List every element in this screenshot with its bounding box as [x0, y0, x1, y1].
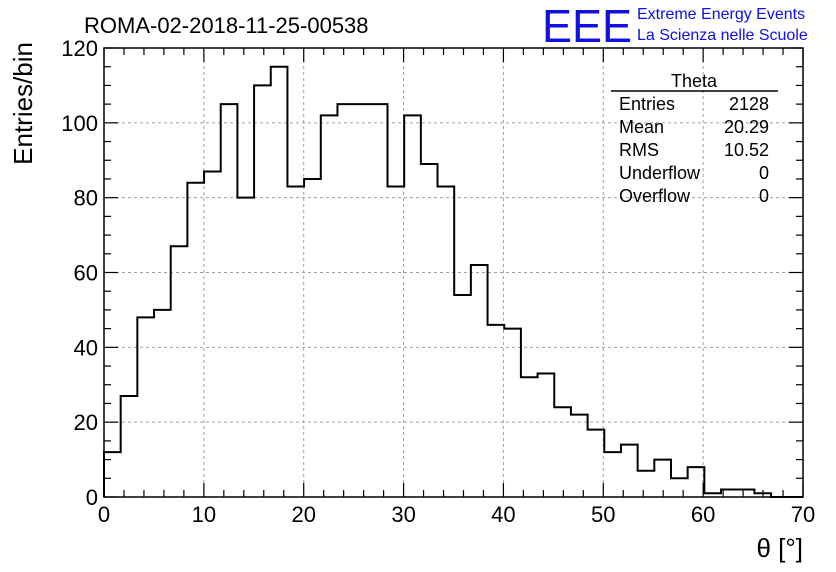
- y-tick-label: 40: [74, 335, 98, 360]
- stats-row-label: Mean: [619, 117, 664, 137]
- stats-row-label: Overflow: [619, 186, 691, 206]
- x-tick-label: 60: [691, 502, 715, 527]
- y-tick-labels: 0 20 40 60 80 100 120: [61, 36, 98, 510]
- stats-row-label: RMS: [619, 140, 659, 160]
- stats-row-value: 10.52: [724, 140, 769, 160]
- stats-row-value: 2128: [729, 94, 769, 114]
- grid-lines: [104, 48, 803, 497]
- y-axis-title: Entries/bin: [8, 42, 38, 165]
- eee-logo-line2: La Scienza nelle Scuole: [637, 27, 808, 44]
- stats-row-label: Entries: [619, 94, 675, 114]
- stats-title: Theta: [671, 71, 718, 91]
- stats-rows: Entries 2128 Mean 20.29 RMS 10.52 Underflow 0 Ov…: [619, 94, 769, 206]
- histogram-line: [103, 65, 803, 498]
- x-tick-label: 30: [391, 502, 415, 527]
- x-tick-label: 50: [591, 502, 615, 527]
- x-tick-label: 10: [192, 502, 216, 527]
- x-axis-title: θ [°]: [756, 533, 803, 563]
- x-tick-label: 40: [491, 502, 515, 527]
- y-tick-label: 100: [61, 111, 98, 136]
- x-tick-label: 0: [98, 502, 110, 527]
- y-tick-label: 80: [74, 186, 98, 211]
- stats-row-value: 0: [759, 163, 769, 183]
- y-tick-label: 20: [74, 410, 98, 435]
- chart-title: ROMA-02-2018-11-25-00538: [84, 13, 369, 38]
- stats-row-value: 0: [759, 186, 769, 206]
- stats-box: Theta Entries 2128 Mean 20.29 RMS 10.52 Underf…: [611, 71, 778, 206]
- x-tick-labels: 0 10 20 30 40 50 60 70: [98, 502, 815, 527]
- y-tick-label: 0: [86, 485, 98, 510]
- axis-ticks: [103, 47, 804, 498]
- x-tick-label: 20: [291, 502, 315, 527]
- y-tick-label: 120: [61, 36, 98, 61]
- stats-row-label: Underflow: [619, 163, 701, 183]
- eee-logo-line1: Extreme Energy Events: [637, 6, 805, 23]
- x-tick-label: 70: [791, 502, 815, 527]
- eee-logo: EEE Extreme Energy Events La Scienza nel…: [542, 0, 808, 52]
- eee-logo-mark: EEE: [542, 0, 632, 52]
- stats-row-value: 20.29: [724, 117, 769, 137]
- y-tick-label: 60: [74, 261, 98, 286]
